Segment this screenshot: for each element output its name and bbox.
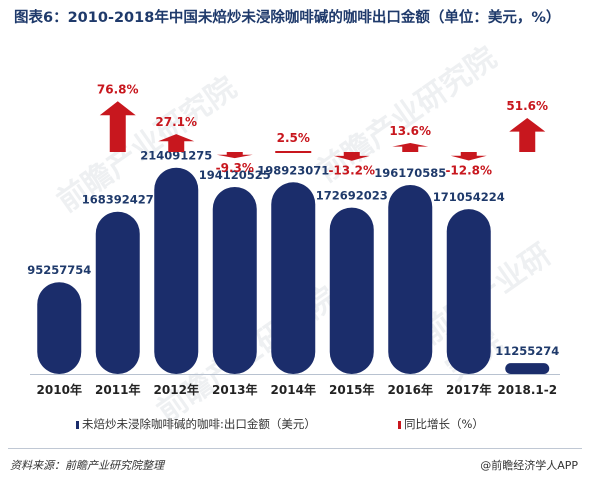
bar-3	[212, 186, 257, 374]
bar-7	[446, 209, 491, 374]
growth-arrow-3	[216, 152, 253, 159]
bar-6	[388, 184, 433, 374]
bar-value-label-6: 196170585	[374, 166, 446, 180]
legend: 未焙炒未浸除咖啡碱的咖啡:出口金额（美元） 同比增长（%）	[70, 416, 570, 434]
x-tick-label-4: 2014年	[271, 382, 316, 397]
growth-arrow-8	[509, 117, 546, 152]
growth-label-1: 76.8%	[97, 82, 139, 96]
growth-label-3: -9.3%	[216, 161, 254, 175]
bar-5	[329, 207, 374, 374]
bar-8	[505, 363, 550, 374]
bar-value-label-7: 171054224	[433, 190, 505, 204]
growth-arrow-4	[275, 151, 312, 153]
bar-value-label-0: 95257754	[27, 263, 91, 277]
source-note: 资料来源：前瞻产业研究院整理	[10, 459, 164, 472]
x-tick-label-0: 2010年	[37, 382, 82, 397]
footer-divider	[8, 448, 582, 449]
bar-value-label-3: 194120525	[199, 168, 271, 182]
bar-2	[154, 167, 199, 374]
x-tick-label-3: 2013年	[212, 382, 257, 397]
bar-value-label-8: 11255274	[495, 344, 559, 358]
growth-label-4: 2.5%	[277, 131, 310, 145]
legend-label-export: 未焙炒未浸除咖啡碱的咖啡:出口金额（美元）	[82, 417, 316, 431]
brand-label: @前瞻经济学人APP	[480, 459, 578, 472]
bar-value-label-2: 214091275	[140, 149, 212, 163]
legend-label-growth: 同比增长（%）	[404, 417, 484, 431]
legend-swatch-export	[76, 420, 79, 429]
growth-arrow-6	[392, 143, 429, 152]
growth-label-2: 27.1%	[155, 115, 197, 129]
bar-1	[95, 211, 140, 374]
legend-item-growth: 同比增长（%）	[398, 416, 484, 432]
growth-arrow-7	[450, 152, 487, 161]
bar-0	[37, 282, 82, 374]
growth-arrow-2	[158, 134, 195, 152]
x-tick-label-6: 2016年	[388, 382, 433, 397]
x-tick-label-8: 2018.1-2	[497, 383, 557, 397]
x-tick-label-5: 2015年	[329, 382, 374, 397]
legend-item-export: 未焙炒未浸除咖啡碱的咖啡:出口金额（美元）	[76, 416, 316, 432]
x-tick-label-1: 2011年	[95, 382, 140, 397]
growth-arrow-5	[333, 152, 370, 161]
growth-label-5: -13.2%	[328, 164, 375, 178]
bar-value-label-5: 172692023	[316, 189, 388, 203]
bar-4	[271, 182, 316, 374]
bar-value-label-1: 168392427	[82, 193, 154, 207]
growth-label-6: 13.6%	[389, 124, 431, 138]
legend-swatch-growth	[398, 420, 401, 429]
growth-label-8: 51.6%	[506, 99, 548, 113]
growth-label-7: -12.8%	[445, 163, 492, 177]
x-tick-label-7: 2017年	[446, 382, 491, 397]
chart-title: 图表6：2010-2018年中国未焙炒未浸除咖啡碱的咖啡出口金额（单位：美元，%…	[14, 10, 561, 26]
growth-arrow-1	[99, 101, 136, 152]
bar-value-label-4: 198923071	[257, 163, 329, 177]
x-tick-label-2: 2012年	[154, 382, 199, 397]
